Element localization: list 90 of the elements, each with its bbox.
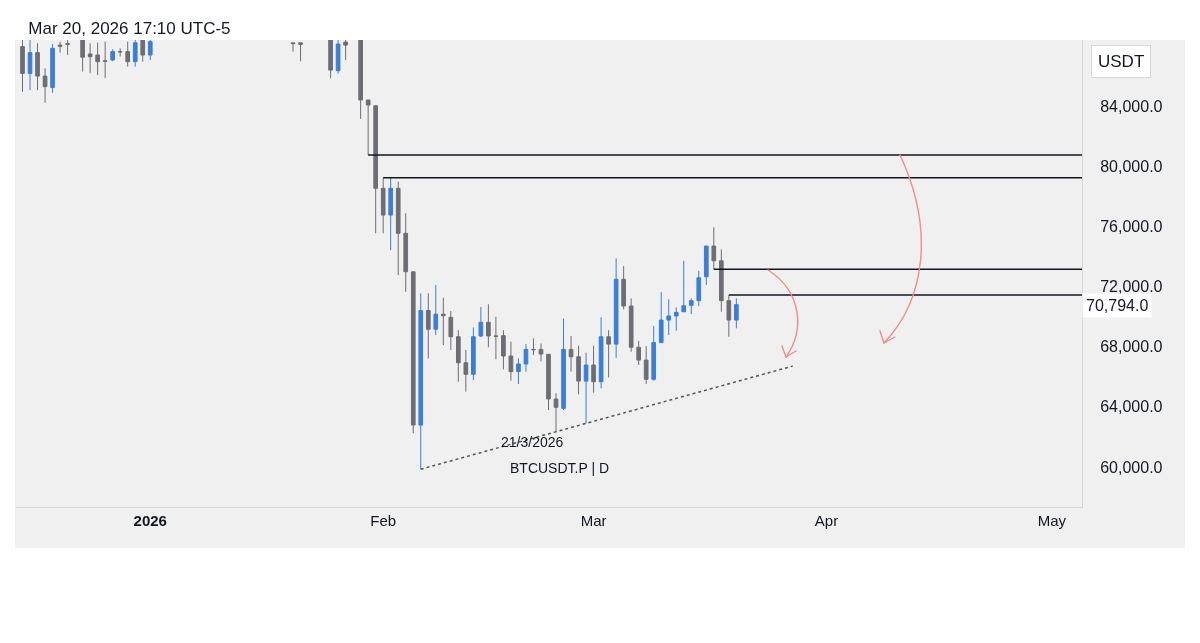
- candlestick: [523, 343, 529, 373]
- candlestick: [65, 40, 70, 56]
- x-tick-label: Mar: [580, 512, 607, 529]
- candlestick: [35, 42, 40, 91]
- y-tick-label: 64,000.0: [1100, 398, 1163, 416]
- candlestick: [493, 316, 499, 360]
- candlestick: [147, 40, 153, 61]
- candlestick: [734, 297, 739, 329]
- candlestick: [516, 357, 521, 385]
- candlestick: [117, 47, 123, 58]
- candlestick: [546, 353, 551, 411]
- candlestick: [613, 257, 619, 359]
- y-tick-label: 68,000.0: [1100, 338, 1163, 356]
- candlestick: [703, 245, 709, 286]
- candlestick: [726, 294, 732, 338]
- candlestick: [455, 329, 461, 383]
- candlestick: [531, 337, 536, 356]
- candlestick: [140, 40, 146, 63]
- candlestick: [471, 326, 476, 381]
- candlestick: [658, 291, 664, 344]
- candlestick: [553, 392, 559, 433]
- candlestick: [50, 43, 55, 94]
- y-tick-label: 72,000.0: [1100, 278, 1163, 296]
- candlestick: [591, 345, 596, 394]
- annotation: BTCUSDT.P | D: [510, 460, 610, 476]
- candlestick: [42, 67, 48, 104]
- candlestick: [380, 177, 386, 234]
- candlestick: [463, 349, 469, 393]
- candlestick: [110, 48, 116, 62]
- candlestick: [538, 342, 544, 362]
- candlestick: [673, 306, 679, 332]
- y-tick-label: 60,000.0: [1100, 458, 1163, 476]
- candlestick: [403, 212, 409, 293]
- candlestick: [718, 248, 724, 313]
- candlestick: [87, 42, 93, 74]
- candlestick: [388, 177, 394, 251]
- y-tick-label: 76,000.0: [1100, 217, 1163, 235]
- candlestick: [711, 226, 717, 270]
- candlestick: [681, 260, 687, 313]
- candlestick: [80, 40, 85, 73]
- candlestick: [27, 40, 33, 91]
- candlestick: [486, 303, 491, 348]
- candlestick: [132, 40, 138, 68]
- annotation: 21/3/2026: [501, 434, 564, 450]
- candlestick: [102, 41, 108, 79]
- candlestick: [95, 42, 100, 76]
- candlestick: [448, 310, 454, 351]
- candlestick: [606, 329, 611, 378]
- candlestick: [478, 306, 484, 338]
- candlestick: [666, 298, 672, 336]
- candlestick: [568, 335, 574, 373]
- candlestick: [508, 341, 514, 382]
- x-tick-label: Apr: [814, 512, 839, 529]
- candlestick: [643, 345, 649, 385]
- candlestick: [583, 352, 589, 424]
- x-tick-label: May: [1037, 512, 1067, 529]
- chart-title: Mar 20, 2026 17:10 UTC-5: [28, 19, 231, 39]
- candlestick: [290, 42, 296, 53]
- candlestick: [335, 40, 341, 75]
- candlestick: [621, 265, 626, 310]
- candlestick: [696, 270, 702, 307]
- candlestick: [651, 325, 657, 382]
- candlestick: [628, 297, 634, 353]
- candlestick: [501, 329, 506, 370]
- candlestick: [636, 340, 642, 366]
- candlestick: [561, 317, 566, 411]
- text: 70,794.0: [1086, 297, 1149, 314]
- candlestick: [57, 41, 63, 54]
- candlestick: [418, 292, 424, 470]
- candlestick: [298, 42, 303, 62]
- candlestick: [20, 40, 25, 93]
- candlestick: [373, 105, 379, 234]
- candlestick: [358, 40, 363, 120]
- candlestick: [365, 99, 371, 156]
- candlestick: [433, 284, 439, 336]
- candlestick: [425, 292, 431, 359]
- y-tick-label: 84,000.0: [1100, 97, 1163, 115]
- candlestick: [125, 41, 131, 68]
- candlestick: [576, 345, 581, 395]
- candlestick: [440, 297, 446, 346]
- y-axis-title: USDT: [1098, 52, 1145, 71]
- candlestick: [410, 271, 416, 434]
- x-tick-label: Feb: [370, 512, 397, 529]
- y-tick-label: 80,000.0: [1100, 157, 1163, 175]
- candlestick: [598, 316, 604, 389]
- x-tick-label: 2026: [133, 512, 167, 529]
- candlestick: [688, 297, 694, 315]
- candlestick: [343, 40, 348, 61]
- candlestick: [328, 40, 333, 79]
- candlestick: [395, 181, 401, 276]
